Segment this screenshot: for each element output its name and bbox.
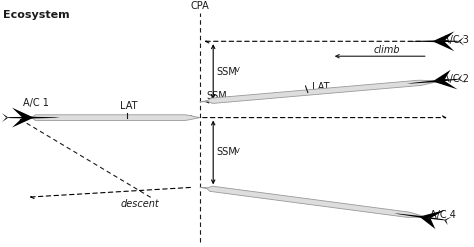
Polygon shape [420, 217, 435, 229]
Text: V: V [225, 96, 229, 102]
Polygon shape [434, 81, 457, 89]
Polygon shape [445, 216, 452, 220]
Text: V: V [235, 148, 239, 154]
Polygon shape [433, 70, 451, 81]
Text: SSM: SSM [207, 91, 228, 101]
Polygon shape [12, 108, 33, 117]
Polygon shape [458, 41, 465, 46]
Polygon shape [433, 42, 455, 51]
Polygon shape [394, 213, 447, 220]
Polygon shape [2, 118, 8, 122]
Text: climb: climb [373, 44, 400, 55]
Text: SSM: SSM [217, 66, 237, 77]
Text: A/C 3: A/C 3 [443, 35, 469, 45]
Text: LAT: LAT [312, 82, 329, 92]
Polygon shape [433, 31, 455, 41]
Polygon shape [27, 115, 200, 121]
Polygon shape [406, 41, 461, 42]
Text: V: V [235, 67, 239, 73]
Text: LAT: LAT [119, 102, 137, 111]
Text: Ecosystem: Ecosystem [3, 10, 70, 20]
Polygon shape [444, 220, 448, 225]
Polygon shape [458, 74, 463, 79]
Text: A/C 2: A/C 2 [443, 74, 469, 84]
Text: CPA: CPA [191, 1, 209, 11]
Polygon shape [407, 79, 461, 84]
Polygon shape [420, 210, 446, 218]
Text: A/C 4: A/C 4 [430, 210, 456, 221]
Polygon shape [200, 80, 440, 103]
Polygon shape [5, 117, 60, 119]
Polygon shape [2, 113, 8, 117]
Polygon shape [200, 186, 427, 217]
Text: descent: descent [120, 199, 159, 209]
Text: A/C 1: A/C 1 [23, 99, 49, 108]
Polygon shape [12, 118, 33, 127]
Polygon shape [458, 79, 465, 83]
Text: SSM: SSM [217, 147, 237, 157]
Polygon shape [458, 37, 465, 41]
